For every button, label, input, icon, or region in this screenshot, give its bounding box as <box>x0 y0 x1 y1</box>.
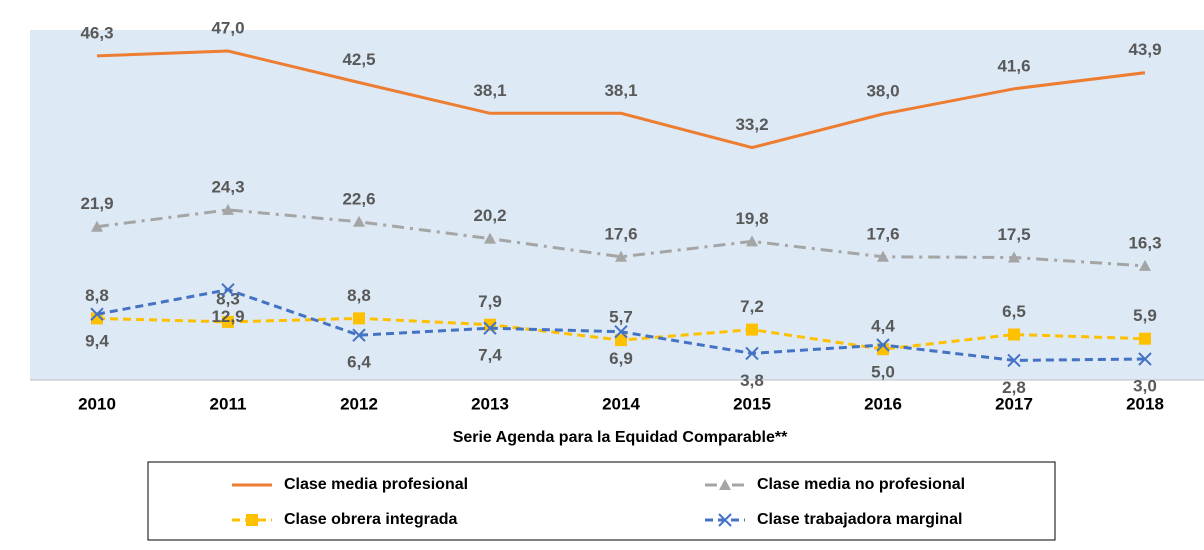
data-label: 6,5 <box>1002 302 1026 321</box>
data-label: 38,1 <box>604 81 637 100</box>
data-label: 17,5 <box>997 225 1030 244</box>
marker <box>90 307 104 321</box>
legend-marker <box>718 513 732 527</box>
marker <box>614 324 628 339</box>
data-label: 7,9 <box>478 292 502 311</box>
data-label: 9,4 <box>85 332 109 351</box>
data-label: 17,6 <box>604 224 637 243</box>
x-tick-label: 2012 <box>340 394 378 413</box>
x-tick-label: 2015 <box>733 394 771 413</box>
data-label: 17,6 <box>866 224 899 243</box>
marker <box>353 312 365 325</box>
data-label: 6,4 <box>347 353 371 372</box>
marker <box>615 250 627 262</box>
marker <box>484 232 496 244</box>
x-tick-label: 2013 <box>471 394 509 413</box>
marker <box>1008 328 1020 341</box>
legend-label: Clase obrera integrada <box>284 511 458 528</box>
data-label: 22,6 <box>342 189 375 208</box>
data-label: 42,5 <box>342 50 375 69</box>
x-tick-label: 2017 <box>995 394 1033 413</box>
legend-label: Clase media profesional <box>284 476 468 493</box>
x-tick-label: 2011 <box>210 394 247 413</box>
marker <box>483 321 497 335</box>
legend-label: Clase trabajadora marginal <box>757 511 962 528</box>
data-label: 19,8 <box>735 209 768 228</box>
x-axis-label: Serie Agenda para la Equidad Comparable*… <box>453 429 788 446</box>
legend <box>147 461 1056 541</box>
marker <box>222 315 234 328</box>
data-label: 6,9 <box>609 349 633 368</box>
legend-label: Clase media no profesional <box>757 476 965 493</box>
data-label: 47,0 <box>211 18 244 37</box>
x-tick-label: 2014 <box>602 394 640 413</box>
x-tick-label: 2018 <box>1126 394 1164 413</box>
marker <box>1138 352 1152 366</box>
data-label: 3,8 <box>740 371 764 390</box>
data-label: 5,7 <box>609 308 633 327</box>
series-line <box>96 49 1146 150</box>
marker <box>1008 251 1020 263</box>
marker <box>352 328 366 342</box>
data-label: 8,8 <box>347 286 371 305</box>
data-label: 7,4 <box>478 346 502 365</box>
data-label: 7,2 <box>740 297 764 316</box>
marker <box>91 312 103 325</box>
data-label: 38,1 <box>473 81 506 100</box>
x-tick-label: 2016 <box>864 394 902 413</box>
data-label: 12,9 <box>211 307 244 326</box>
marker <box>745 346 759 361</box>
marker <box>221 282 235 297</box>
marker <box>876 338 890 352</box>
data-label: 46,3 <box>80 23 113 42</box>
data-label: 16,3 <box>1128 233 1161 252</box>
marker <box>877 250 889 262</box>
data-label: 21,9 <box>80 194 113 213</box>
marker <box>222 203 234 215</box>
legend-marker <box>246 514 258 526</box>
data-label: 8,8 <box>85 286 109 305</box>
marker <box>1139 332 1151 345</box>
data-label: 3,0 <box>1133 376 1157 395</box>
marker <box>353 215 365 227</box>
legend-marker <box>719 479 731 490</box>
data-label: 5,0 <box>871 362 895 381</box>
data-label: 24,3 <box>211 177 244 196</box>
marker <box>746 235 758 247</box>
data-label: 43,9 <box>1128 40 1161 59</box>
data-label: 8,3 <box>216 289 240 308</box>
x-tick-label: 2010 <box>78 394 116 413</box>
data-label: 41,6 <box>997 56 1030 75</box>
marker <box>746 323 758 336</box>
data-label: 5,9 <box>1133 306 1157 325</box>
marker <box>615 334 627 347</box>
marker <box>91 220 103 232</box>
data-label: 38,0 <box>866 81 899 100</box>
data-label: 2,8 <box>1002 378 1026 397</box>
data-label: 4,4 <box>871 317 895 336</box>
data-label: 33,2 <box>735 115 768 134</box>
marker <box>1139 259 1151 271</box>
marker <box>1007 353 1021 368</box>
data-label: 20,2 <box>473 206 506 225</box>
